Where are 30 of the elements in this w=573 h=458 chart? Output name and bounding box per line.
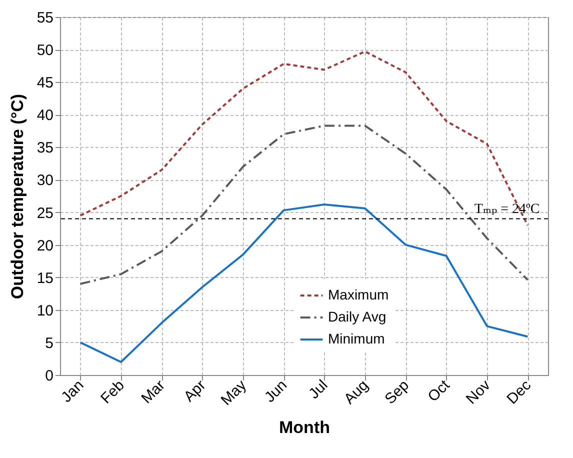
y-tick-label: 55 <box>36 10 54 26</box>
x-tick-label: Oct <box>424 376 454 406</box>
y-tick-label: 20 <box>36 237 54 254</box>
x-tick-label: Dec <box>504 376 535 408</box>
y-tick-label: 10 <box>36 302 54 320</box>
legend-label: Daily Avg <box>328 308 386 324</box>
ref-line-label: Tₘₚ = 24ºC <box>474 202 540 217</box>
y-tick-label: 15 <box>36 270 54 287</box>
legend-label: Maximum <box>328 286 389 302</box>
x-tick-label: Sep <box>382 376 413 408</box>
y-tick-label: 30 <box>36 172 54 190</box>
x-axis-title: Month <box>279 418 330 438</box>
y-tick-label: 40 <box>36 107 54 124</box>
x-tick-label: Jul <box>306 376 332 402</box>
legend-label: Minimum <box>328 330 385 346</box>
x-tick-label: Jan <box>58 376 88 406</box>
x-tick-label: Apr <box>180 376 210 406</box>
x-tick-label: Aug <box>340 376 372 408</box>
y-tick-label: 35 <box>36 140 54 157</box>
y-tick-label: 25 <box>36 204 54 222</box>
y-tick-label: 50 <box>36 42 54 60</box>
y-tick-label: 45 <box>36 74 54 92</box>
y-tick-label: 5 <box>45 334 54 352</box>
y-axis-title: Outdoor temperature (°C) <box>8 94 27 300</box>
x-tick-label: May <box>218 376 250 409</box>
x-tick-label: Mar <box>138 376 169 408</box>
y-tick-label: 0 <box>45 368 54 384</box>
x-tick-label: Jun <box>261 376 291 406</box>
x-tick-label: Nov <box>462 376 494 408</box>
x-tick-label: Feb <box>98 376 128 408</box>
